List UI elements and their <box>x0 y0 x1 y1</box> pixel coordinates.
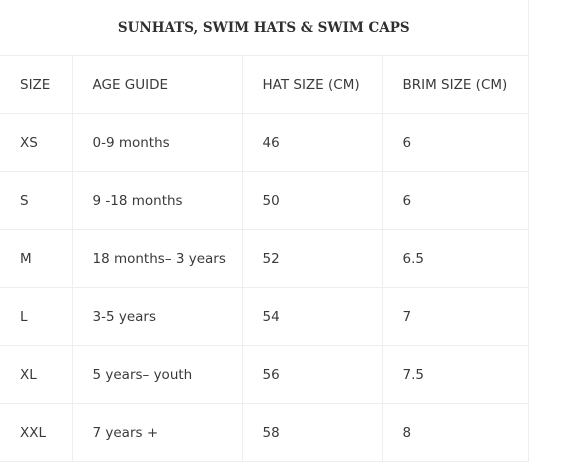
table-cell: 7 <box>381 287 529 346</box>
size-table: SUNHATS, SWIM HATS & SWIM CAPS SIZE AGE G… <box>0 0 529 462</box>
table-row: XXL 7 years +58 8 <box>0 403 529 462</box>
table-cell: 18 months– 3 years <box>71 229 243 288</box>
title-row: SUNHATS, SWIM HATS & SWIM CAPS <box>0 0 529 56</box>
table-cell: 58 <box>241 403 383 462</box>
table-cell: 3-5 years <box>71 287 243 346</box>
table-cell: 54 <box>241 287 383 346</box>
table-cell: XXL <box>0 403 73 462</box>
table-cell: 6.5 <box>381 229 529 288</box>
table-cell: 50 <box>241 171 383 230</box>
table-row: XL 5 years– youth 56 7.5 <box>0 345 529 404</box>
table-cell: M <box>0 229 73 288</box>
table-cell: 0-9 months <box>71 113 243 172</box>
table-body: SIZE AGE GUIDE HAT SIZE (CM) BRIM SIZE (CM)… <box>0 55 529 462</box>
table-row: XS 0-9 months 46 6 <box>0 113 529 172</box>
table-cell: 8 <box>381 403 529 462</box>
table-cell: 56 <box>241 345 383 404</box>
table-cell: 46 <box>241 113 383 172</box>
table-title: SUNHATS, SWIM HATS & SWIM CAPS <box>0 0 529 56</box>
table-row: L 3-5 years 54 7 <box>0 287 529 346</box>
header-row: SIZE AGE GUIDE HAT SIZE (CM) BRIM SIZE (CM) <box>0 55 529 114</box>
table-cell: 7 years + <box>71 403 243 462</box>
table-row: M 18 months– 3 years 52 6.5 <box>0 229 529 288</box>
table-cell: 5 years– youth <box>71 345 243 404</box>
table-cell: 7.5 <box>381 345 529 404</box>
header-cell: AGE GUIDE <box>71 55 243 114</box>
table-cell: 6 <box>381 113 529 172</box>
header-cell: BRIM SIZE (CM) <box>381 55 529 114</box>
table-cell: XS <box>0 113 73 172</box>
table-cell: 9 -18 months <box>71 171 243 230</box>
table-cell: 6 <box>381 171 529 230</box>
header-cell: SIZE <box>0 55 73 114</box>
table-cell: S <box>0 171 73 230</box>
table-cell: L <box>0 287 73 346</box>
table-cell: XL <box>0 345 73 404</box>
header-cell: HAT SIZE (CM) <box>241 55 383 114</box>
table-cell: 52 <box>241 229 383 288</box>
